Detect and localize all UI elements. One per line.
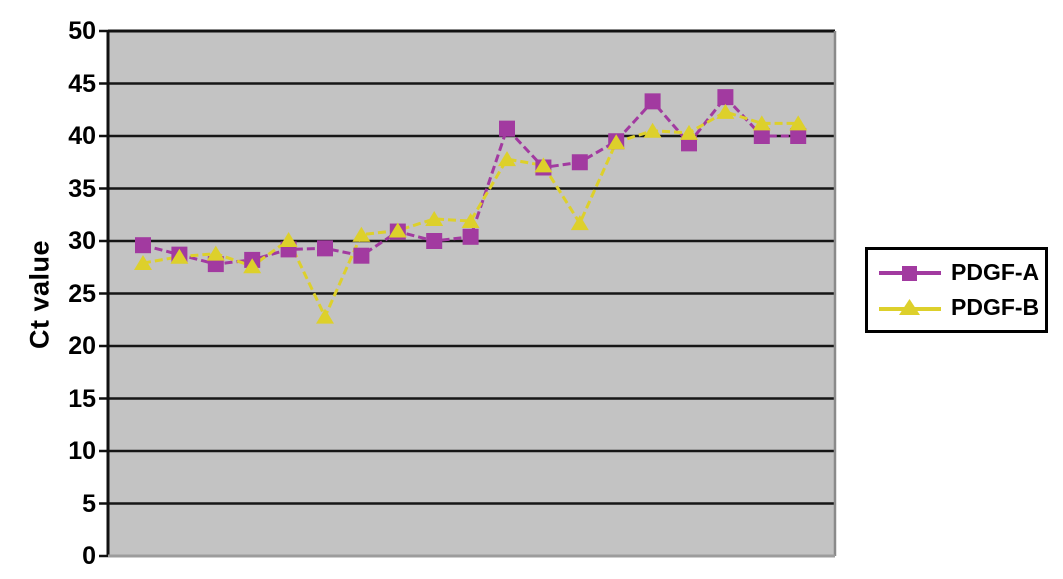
y-tick-label: 5 [82,489,96,518]
data-point-pdgf-b [534,157,553,173]
data-point-pdgf-b [498,151,516,167]
data-point-pdgf-b [316,308,334,324]
data-point-pdgf-a [571,154,588,171]
data-point-pdgf-a [353,247,370,264]
y-tick-label: 35 [68,174,96,203]
data-point-pdgf-b [243,258,262,274]
data-point-pdgf-b [570,215,589,231]
data-point-pdgf-a [753,128,770,144]
y-tick-label: 40 [68,122,96,150]
data-point-pdgf-b [607,134,626,150]
legend-item-pdgf-a: PDGF-A [878,259,1045,286]
pdgf-b-line-marker-icon [879,299,941,316]
y-tick-label: 15 [68,384,96,413]
legend-item-pdgf-b: PDGF-B [878,294,1045,321]
y-tick-label: 0 [82,542,96,570]
data-point-pdgf-a [499,120,515,137]
data-point-pdgf-a [317,240,333,257]
data-point-pdgf-b [425,210,444,226]
data-point-pdgf-b [680,124,698,140]
data-point-pdgf-b [206,245,225,261]
y-tick-label: 10 [68,437,96,465]
data-point-pdgf-a [462,228,479,245]
data-point-pdgf-a [426,233,443,249]
data-point-pdgf-b [170,248,189,264]
y-tick-label: 45 [68,69,96,98]
data-point-pdgf-a [644,93,661,110]
data-point-pdgf-a [790,128,807,144]
data-point-pdgf-b [752,115,771,131]
data-point-pdgf-b [716,103,735,119]
data-point-pdgf-b [789,115,808,131]
legend: PDGF-A PDGF-B [865,247,1048,333]
y-tick-label: 50 [68,17,96,45]
data-point-pdgf-a [135,237,151,254]
legend-label-pdgf-a: PDGF-A [951,259,1040,286]
data-point-pdgf-b [643,122,662,138]
legend-label-pdgf-b: PDGF-B [951,293,1040,320]
y-tick-label: 30 [68,227,96,255]
pdgf-a-line-marker-icon [879,265,941,281]
data-point-pdgf-b [134,255,152,271]
y-tick-label: 25 [68,279,96,308]
y-tick-label: 20 [68,332,96,360]
data-point-pdgf-b [352,226,371,242]
data-point-pdgf-b [279,231,298,247]
data-point-pdgf-a [717,89,734,106]
data-point-pdgf-b [461,213,480,229]
data-point-pdgf-b [388,222,407,238]
